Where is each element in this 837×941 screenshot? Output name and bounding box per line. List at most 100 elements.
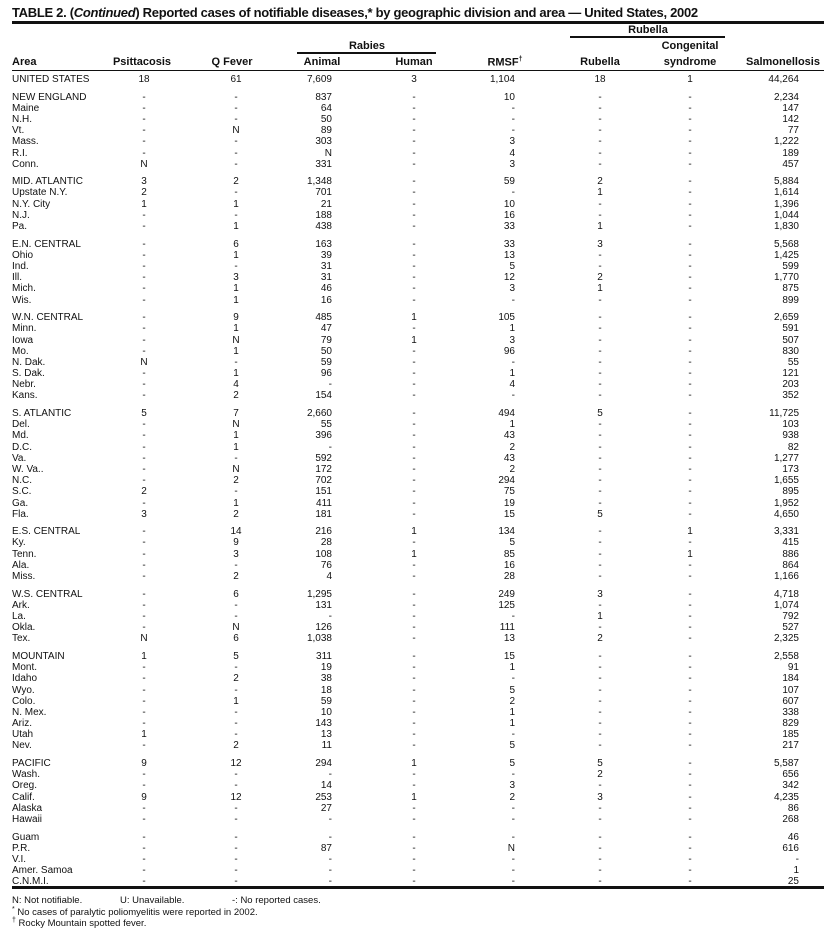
cell-congenital-syndrome: - xyxy=(688,497,692,509)
cell-q-fever: - xyxy=(234,780,238,792)
cell-rabies-human: - xyxy=(412,125,416,137)
table-row: C.N.M.I. - - - - - - - 25 xyxy=(0,876,837,887)
table-row: Fla. 3 2 181 - 15 5 - 4,650 xyxy=(0,509,837,520)
table-row: Ariz. - - 143 - 1 - - 829 xyxy=(0,718,837,729)
cell-area: Wash. xyxy=(12,769,40,781)
cell-rabies-animal: 181 xyxy=(315,508,332,520)
cell-psittacosis: N xyxy=(140,633,148,645)
cell-rubella: - xyxy=(598,718,602,730)
table-row: La. - - - - - 1 - 792 xyxy=(0,611,837,622)
cell-rubella: - xyxy=(598,379,602,391)
cell-rabies-human: - xyxy=(412,249,416,261)
cell-rabies-animal: 87 xyxy=(320,842,332,854)
cell-area: Ohio xyxy=(12,249,34,261)
cell-q-fever: 4 xyxy=(233,379,239,391)
table-row: Conn. N - 331 - 3 - - 457 xyxy=(0,159,837,170)
cell-psittacosis: - xyxy=(142,390,146,402)
cell-area: Amer. Samoa xyxy=(12,865,73,877)
cell-area: V.I. xyxy=(12,853,27,865)
cell-rubella: - xyxy=(598,356,602,368)
cell-area: Md. xyxy=(12,430,29,442)
cell-psittacosis: - xyxy=(142,102,146,114)
cell-rubella: - xyxy=(598,198,602,210)
table-row: Colo. - 1 59 - 2 - - 607 xyxy=(0,696,837,707)
cell-rmsf: 294 xyxy=(498,475,515,487)
cell-rmsf: 43 xyxy=(503,452,515,464)
cell-rmsf: 19 xyxy=(503,497,515,509)
cell-rabies-animal: - xyxy=(328,853,332,865)
cell-psittacosis: - xyxy=(142,294,146,306)
cell-area: R.I. xyxy=(12,147,28,159)
cell-area: Tex. xyxy=(12,633,31,645)
cell-rubella: - xyxy=(598,102,602,114)
cell-psittacosis: 9 xyxy=(141,758,147,770)
cell-rmsf: 33 xyxy=(503,221,515,233)
cell-congenital-syndrome: - xyxy=(688,345,692,357)
cell-rubella: - xyxy=(598,599,602,611)
cell-q-fever: 1 xyxy=(233,221,239,233)
cell-rubella: - xyxy=(598,865,602,877)
cell-congenital-syndrome: - xyxy=(688,662,692,674)
cell-rubella: - xyxy=(598,91,602,103)
cell-area: Upstate N.Y. xyxy=(12,187,68,199)
cell-congenital-syndrome: - xyxy=(688,147,692,159)
cell-area: NEW ENGLAND xyxy=(12,91,87,103)
cell-salmonellosis: 875 xyxy=(782,283,799,295)
cell-area: Kans. xyxy=(12,390,38,402)
cell-congenital-syndrome: - xyxy=(688,695,692,707)
cell-rabies-human: - xyxy=(412,113,416,125)
cell-psittacosis: - xyxy=(142,802,146,814)
cell-rabies-animal: 55 xyxy=(320,419,332,431)
cell-rabies-animal: 702 xyxy=(315,475,332,487)
table-row: V.I. - - - - - - - - xyxy=(0,854,837,865)
cell-psittacosis: - xyxy=(142,368,146,380)
cell-q-fever: - xyxy=(234,187,238,199)
cell-salmonellosis: 1,396 xyxy=(773,198,799,210)
cell-salmonellosis: 1,614 xyxy=(773,187,799,199)
cell-rubella: - xyxy=(598,622,602,634)
cell-rabies-animal: 143 xyxy=(315,718,332,730)
cell-rmsf: 494 xyxy=(498,408,515,420)
cell-rabies-animal: 2,660 xyxy=(306,408,332,420)
cell-congenital-syndrome: - xyxy=(688,221,692,233)
cell-rabies-animal: 837 xyxy=(315,91,332,103)
cell-psittacosis: - xyxy=(142,312,146,324)
table-row: Upstate N.Y. 2 - 701 - - 1 - 1,614 xyxy=(0,187,837,198)
cell-congenital-syndrome: - xyxy=(688,452,692,464)
cell-rabies-animal: 14 xyxy=(320,780,332,792)
cell-area: MOUNTAIN xyxy=(12,650,65,662)
cell-congenital-syndrome: - xyxy=(688,571,692,583)
row-group: UNITED STATES 18 61 7,609 3 1,104 18 1 44,264 xyxy=(0,74,837,85)
cell-rubella: - xyxy=(598,158,602,170)
cell-congenital-syndrome: - xyxy=(688,865,692,877)
cell-area: Miss. xyxy=(12,571,36,583)
cell-rmsf: 3 xyxy=(509,334,515,346)
cell-q-fever: 2 xyxy=(233,571,239,583)
cell-rabies-human: - xyxy=(412,508,416,520)
cell-psittacosis: - xyxy=(142,419,146,431)
cell-q-fever: - xyxy=(234,452,238,464)
cell-rmsf: - xyxy=(511,673,515,685)
cell-rabies-animal: - xyxy=(328,769,332,781)
cell-rubella: - xyxy=(598,673,602,685)
cell-salmonellosis: 899 xyxy=(782,294,799,306)
col-header-salmonellosis: Salmonellosis xyxy=(746,56,820,68)
cell-rmsf: 1 xyxy=(509,706,515,718)
cell-rabies-animal: 216 xyxy=(315,526,332,538)
cell-congenital-syndrome: - xyxy=(688,780,692,792)
cell-q-fever: - xyxy=(234,813,238,825)
table-row: N. Mex. - - 10 - 1 - - 338 xyxy=(0,707,837,718)
cell-rmsf: 5 xyxy=(509,740,515,752)
cell-psittacosis: - xyxy=(142,260,146,272)
cell-salmonellosis: 457 xyxy=(782,158,799,170)
cell-q-fever: 1 xyxy=(233,345,239,357)
cell-rabies-animal: 39 xyxy=(320,249,332,261)
table-row: Miss. - 2 4 - 28 - - 1,166 xyxy=(0,571,837,582)
cell-rabies-animal: 50 xyxy=(320,113,332,125)
cell-rmsf: N xyxy=(507,842,515,854)
cell-psittacosis: - xyxy=(142,441,146,453)
cell-q-fever: - xyxy=(234,831,238,843)
cell-rubella: - xyxy=(598,209,602,221)
cell-area: S. Dak. xyxy=(12,368,45,380)
cell-q-fever: 6 xyxy=(233,238,239,250)
